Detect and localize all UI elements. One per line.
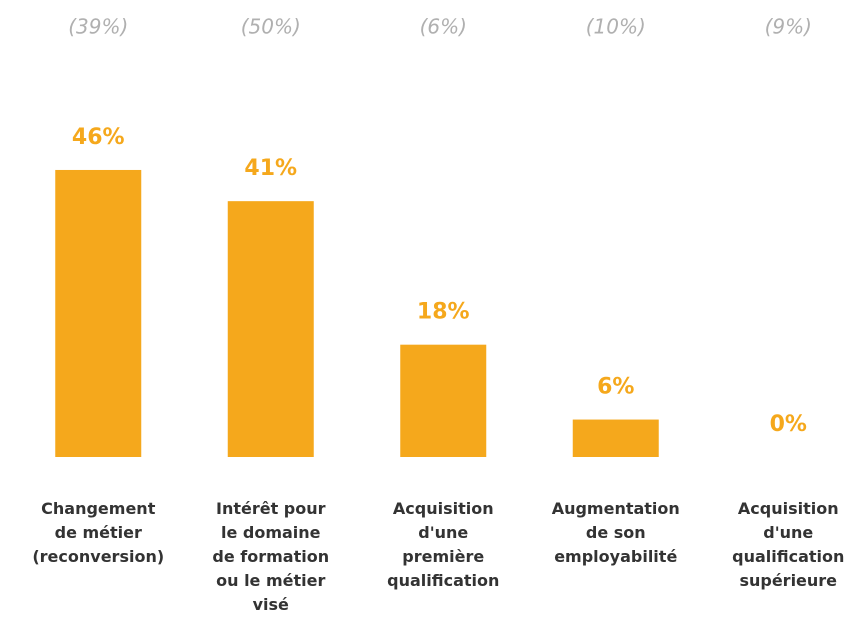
comparison-label: (10%) xyxy=(586,15,646,39)
comparison-label: (39%) xyxy=(68,15,128,39)
category-label: Acquisition d'une qualification supérieu… xyxy=(732,499,845,590)
bar xyxy=(400,344,487,457)
value-label: 18% xyxy=(417,300,470,325)
comparison-label: (50%) xyxy=(241,15,301,39)
category-label: Changement de métier (reconversion) xyxy=(32,499,165,566)
comparison-label: (6%) xyxy=(420,15,467,39)
bar xyxy=(227,201,314,457)
category-label: Augmentation de son employabilité xyxy=(551,499,680,566)
bar xyxy=(55,169,142,457)
category-label: Acquisition d'une première qualification xyxy=(387,499,500,590)
value-label: 0% xyxy=(770,412,807,437)
bar xyxy=(572,419,659,457)
comparison-label: (9%) xyxy=(765,15,812,39)
value-label: 41% xyxy=(244,156,297,181)
value-label: 46% xyxy=(72,125,125,150)
value-label: 6% xyxy=(597,375,634,400)
category-label: Intérêt pour le domaine de formation ou … xyxy=(212,499,330,614)
